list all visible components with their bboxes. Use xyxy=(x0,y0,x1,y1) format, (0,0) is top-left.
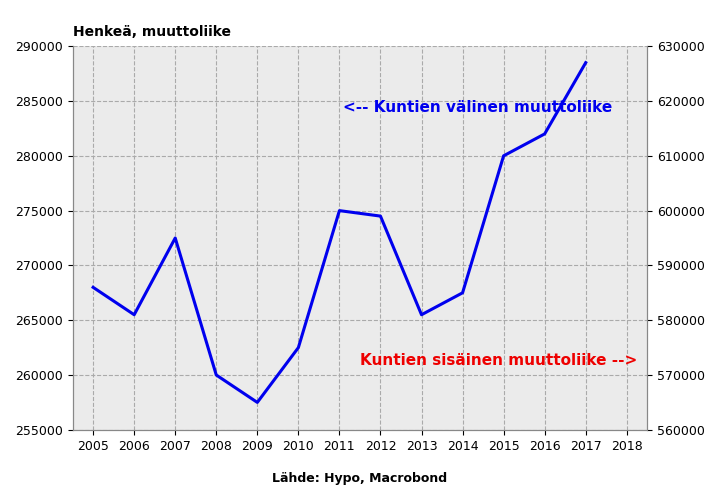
Text: Henkeä, muuttoliike: Henkeä, muuttoliike xyxy=(73,24,230,38)
Text: <-- Kuntien välinen muuttoliike: <-- Kuntien välinen muuttoliike xyxy=(343,100,612,115)
Text: Kuntien sisäinen muuttoliike -->: Kuntien sisäinen muuttoliike --> xyxy=(360,353,637,368)
Text: Lähde: Hypo, Macrobond: Lähde: Hypo, Macrobond xyxy=(272,472,448,485)
